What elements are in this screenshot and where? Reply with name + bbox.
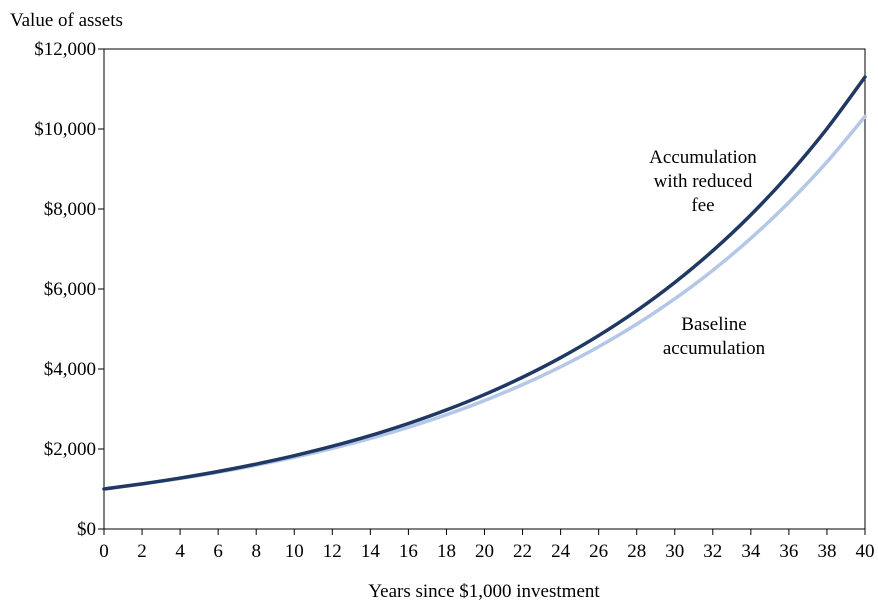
y-tick-label: $4,000 — [44, 359, 96, 380]
y-tick-label: $12,000 — [34, 39, 96, 60]
x-tick-label: 40 — [856, 541, 875, 562]
x-tick-label: 12 — [323, 541, 342, 562]
series-label-line: Baseline — [681, 314, 746, 335]
x-tick-label: 10 — [285, 541, 304, 562]
plot-area: $0 $2,000 $4,000 $6,000 $8,000 $10,000 $12,000… — [34, 39, 874, 562]
x-tick-label: 38 — [817, 541, 836, 562]
y-tick-label: $2,000 — [44, 439, 96, 460]
y-axis-title: Value of assets — [10, 10, 123, 31]
series-label-reduced-fee: Accumulation with reduced fee — [649, 147, 757, 216]
x-tick-label: 4 — [175, 541, 185, 562]
x-tick-label: 6 — [213, 541, 223, 562]
plot-border — [103, 48, 866, 530]
x-tick-label: 30 — [665, 541, 684, 562]
x-tick-label: 20 — [475, 541, 494, 562]
x-tick-label: 26 — [589, 541, 608, 562]
x-tick-label: 28 — [627, 541, 646, 562]
x-tick-label: 14 — [361, 541, 381, 562]
x-tick-label: 16 — [399, 541, 418, 562]
series-label-baseline: Baseline accumulation — [663, 314, 766, 359]
series-label-line: accumulation — [663, 338, 766, 359]
x-tick-label: 2 — [137, 541, 147, 562]
series-label-line: fee — [691, 195, 714, 216]
x-tick-label: 22 — [513, 541, 532, 562]
y-tick-label: $6,000 — [44, 279, 96, 300]
series-line-reduced-fee — [102, 75, 867, 491]
y-tick-label: $10,000 — [34, 119, 96, 140]
y-tick-label: $0 — [77, 519, 96, 540]
series-label-line: Accumulation — [649, 147, 757, 168]
x-tick-label: 36 — [779, 541, 798, 562]
series-label-line: with reduced — [654, 171, 753, 192]
x-tick-label: 0 — [99, 541, 109, 562]
x-tick-label: 24 — [551, 541, 571, 562]
x-tick-label: 18 — [437, 541, 456, 562]
x-tick-label: 34 — [741, 541, 761, 562]
x-tick-label: 32 — [703, 541, 722, 562]
x-tick-label: 8 — [251, 541, 261, 562]
y-tick-label: $8,000 — [44, 199, 96, 220]
x-axis-title: Years since $1,000 investment — [368, 581, 600, 602]
